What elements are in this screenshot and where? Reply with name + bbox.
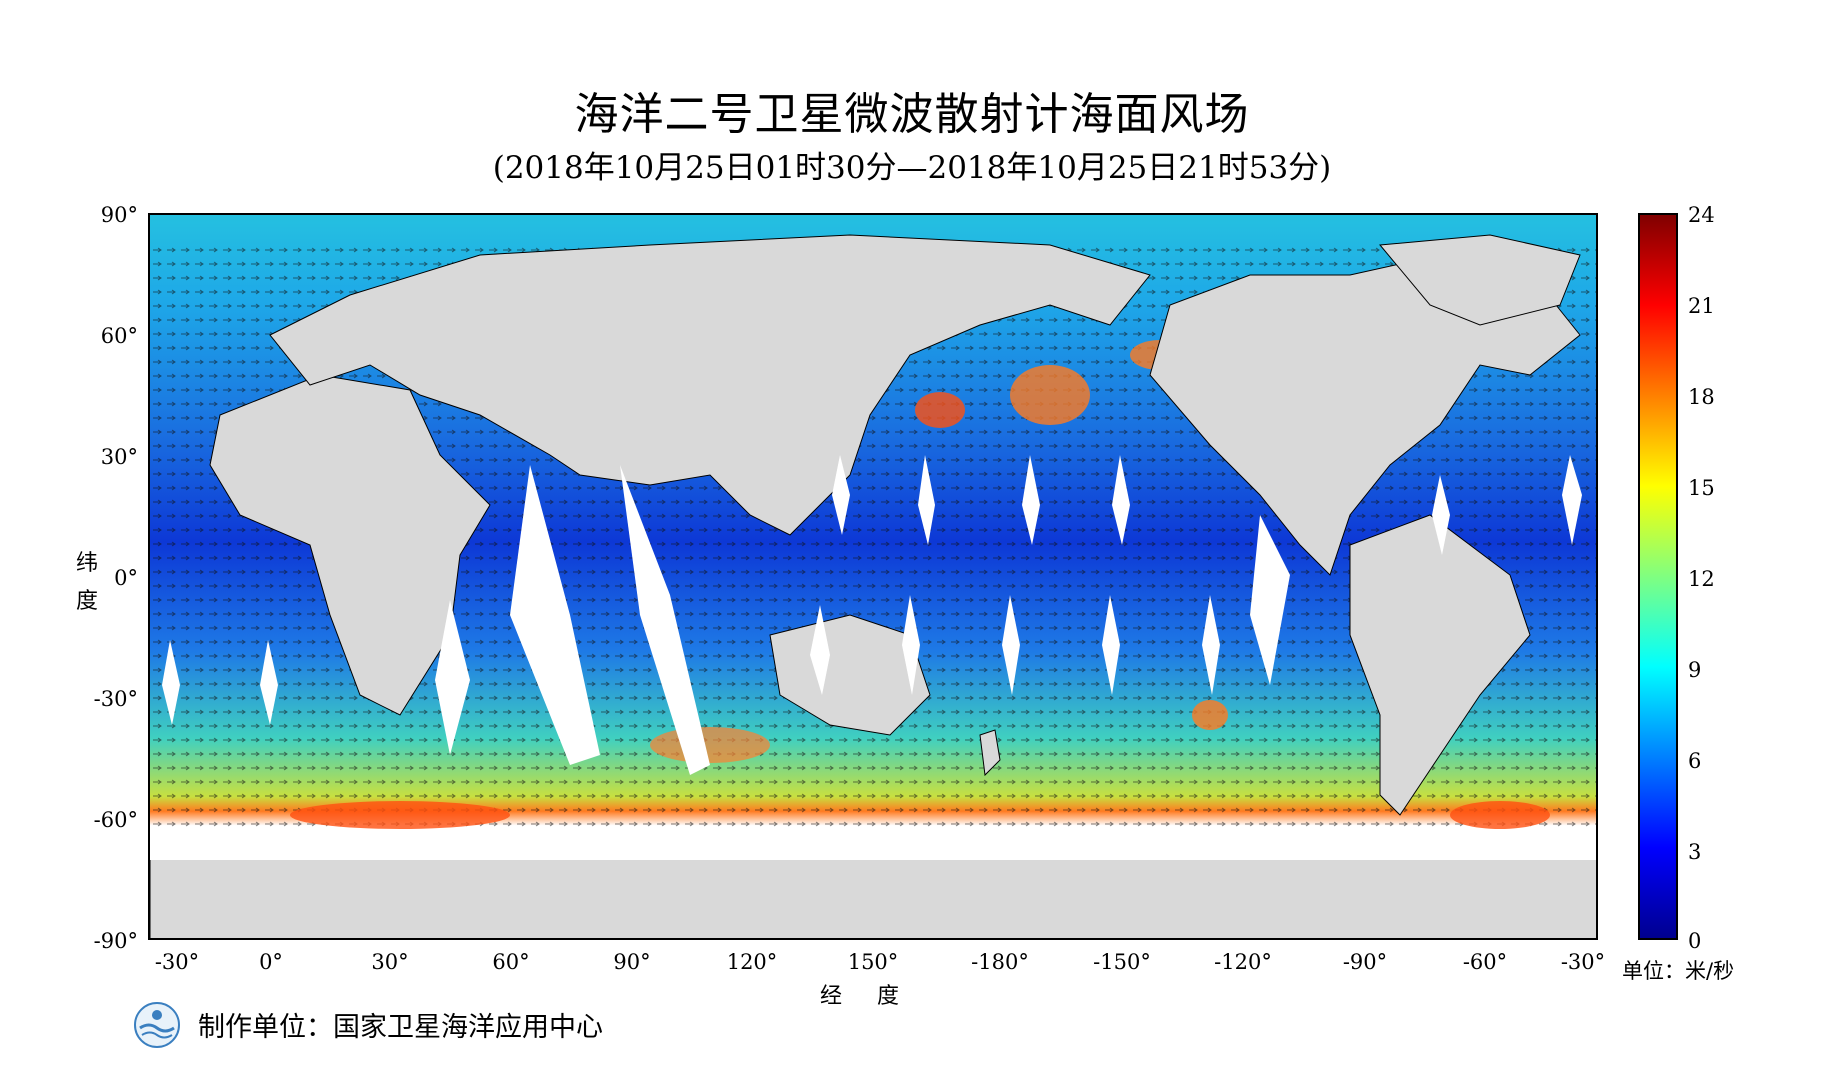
- lat-tick: -90°: [93, 929, 138, 953]
- lat-tick: 0°: [114, 566, 138, 590]
- lon-tick: -150°: [1093, 950, 1151, 974]
- colorbar-tick: 12: [1688, 567, 1715, 591]
- lon-tick: -60°: [1462, 950, 1508, 974]
- x-axis-title: 经 度: [820, 984, 913, 1009]
- colorbar-tick: 9: [1688, 658, 1702, 682]
- north-america-land: [1149, 254, 1581, 576]
- australia-land: [769, 614, 931, 736]
- lon-tick: 120°: [726, 950, 778, 974]
- new-zealand-land: [979, 729, 1001, 777]
- swath-gap: [902, 595, 920, 695]
- lat-tick: 30°: [100, 445, 138, 469]
- y-axis-title: 纬 度: [75, 545, 99, 621]
- colorbar-tick: 21: [1688, 294, 1715, 318]
- lon-tick: 90°: [613, 950, 651, 974]
- nsoas-logo-icon: [134, 1002, 180, 1048]
- high-wind-patch: [1450, 801, 1550, 829]
- map-subtitle: (2018年10月25日01时30分—2018年10月25日21时53分): [492, 150, 1332, 186]
- africa-land: [209, 374, 491, 716]
- y-axis-title-char: 度: [75, 589, 98, 614]
- colorbar-tick: 3: [1688, 840, 1702, 864]
- lat-tick: -60°: [93, 808, 138, 832]
- swath-gap: [1432, 475, 1450, 555]
- swath-gap: [435, 600, 470, 755]
- swath-gap: [620, 465, 710, 775]
- swath-gap: [1102, 595, 1120, 695]
- colorbar-tick: 15: [1688, 476, 1715, 500]
- lon-tick: 150°: [847, 950, 899, 974]
- swath-gap: [510, 465, 600, 765]
- antarctica-land: [150, 854, 1596, 938]
- swath-gap: [1202, 595, 1220, 695]
- greenland-land: [1379, 234, 1581, 326]
- high-wind-patch: [290, 801, 510, 829]
- wind-field-map: [148, 213, 1598, 940]
- swath-gap: [1022, 455, 1040, 545]
- high-wind-patch: [915, 392, 965, 428]
- eurasia-land: [269, 234, 1151, 536]
- lon-tick: -30°: [154, 950, 200, 974]
- swath-gap: [1562, 455, 1582, 545]
- lon-tick: -90°: [1342, 950, 1388, 974]
- wind-speed-colorbar: [1638, 213, 1678, 940]
- swath-gap: [832, 455, 850, 535]
- lon-tick: 60°: [492, 950, 530, 974]
- map-title: 海洋二号卫星微波散射计海面风场: [574, 89, 1250, 140]
- swath-gap: [1250, 515, 1290, 685]
- lon-tick: 0°: [259, 950, 283, 974]
- south-america-land: [1349, 514, 1531, 816]
- colorbar-tick: 24: [1688, 203, 1715, 227]
- wind-map-svg: [150, 215, 1596, 938]
- colorbar-tick: 0: [1688, 929, 1702, 953]
- colorbar-unit: 单位：米/秒: [1622, 959, 1735, 983]
- sea-ice-gap: [150, 835, 1596, 860]
- swath-gap: [162, 640, 180, 725]
- lon-tick: -180°: [971, 950, 1029, 974]
- swath-gap: [918, 455, 935, 545]
- swath-gap: [810, 605, 830, 695]
- high-wind-patch: [650, 727, 770, 763]
- lat-tick: 90°: [100, 203, 138, 227]
- lon-tick: -30°: [1560, 950, 1606, 974]
- colorbar-tick: 6: [1688, 749, 1702, 773]
- high-wind-patch: [1192, 700, 1228, 730]
- lat-tick: 60°: [100, 324, 138, 348]
- lon-tick: -120°: [1214, 950, 1272, 974]
- swath-gap: [1112, 455, 1130, 545]
- swath-gap: [1002, 595, 1020, 695]
- swath-gap: [260, 640, 278, 725]
- producer-label: 制作单位：国家卫星海洋应用中心: [198, 1012, 603, 1043]
- lon-tick: 30°: [371, 950, 409, 974]
- y-axis-title-char: 纬: [75, 551, 98, 576]
- high-wind-patch: [1010, 365, 1090, 425]
- lat-tick: -30°: [93, 687, 138, 711]
- colorbar-tick: 18: [1688, 385, 1715, 409]
